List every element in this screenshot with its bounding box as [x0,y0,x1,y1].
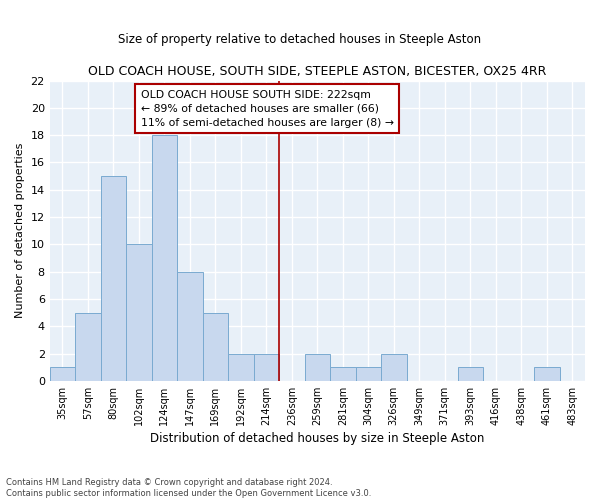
Bar [356,367,381,381]
Bar [152,135,177,381]
X-axis label: Distribution of detached houses by size in Steeple Aston: Distribution of detached houses by size … [150,432,485,445]
Text: OLD COACH HOUSE SOUTH SIDE: 222sqm
← 89% of detached houses are smaller (66)
11%: OLD COACH HOUSE SOUTH SIDE: 222sqm ← 89%… [140,90,394,128]
Bar [228,354,254,381]
Bar [305,354,330,381]
Bar [254,354,279,381]
Y-axis label: Number of detached properties: Number of detached properties [15,143,25,318]
Bar [330,367,356,381]
Title: OLD COACH HOUSE, SOUTH SIDE, STEEPLE ASTON, BICESTER, OX25 4RR: OLD COACH HOUSE, SOUTH SIDE, STEEPLE AST… [88,65,547,78]
Bar [381,354,407,381]
Bar [75,312,101,381]
Bar [203,312,228,381]
Bar [126,244,152,381]
Bar [534,367,560,381]
Text: Size of property relative to detached houses in Steeple Aston: Size of property relative to detached ho… [118,32,482,46]
Text: Contains HM Land Registry data © Crown copyright and database right 2024.
Contai: Contains HM Land Registry data © Crown c… [6,478,371,498]
Bar [50,367,75,381]
Bar [177,272,203,381]
Bar [458,367,483,381]
Bar [101,176,126,381]
